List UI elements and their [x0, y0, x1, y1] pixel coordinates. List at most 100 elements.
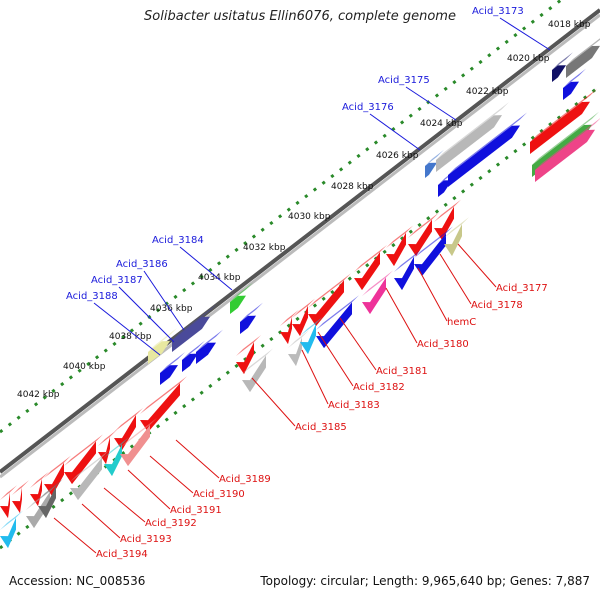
gene-reverse: [242, 355, 266, 393]
accession-text: Accession: NC_008536: [9, 574, 146, 588]
reverse-gene-label: Acid_3185: [295, 422, 347, 433]
gene-forward-3188-top: [148, 328, 177, 352]
gene-reverse-3190-top: [114, 408, 143, 432]
kbp-tick-label: 4020 kbp: [507, 54, 550, 64]
label-leader-line: [93, 302, 161, 356]
gene-reverse-3190: [114, 415, 136, 451]
gene-reverse-3180: [354, 251, 380, 291]
gene-reverse-3191: [98, 436, 110, 465]
gene-forward-top: [160, 352, 185, 373]
label-leader-line: [81, 503, 121, 539]
gene-reverse-top: [414, 226, 453, 258]
kbp-tick-label: 4032 kbp: [243, 243, 286, 253]
gene-forward-3184-top: [230, 282, 253, 302]
gene-reverse-3183: [280, 316, 292, 345]
gene-reverse-3185-top: [236, 335, 261, 356]
label-leader-line: [143, 270, 185, 331]
reverse-gene-label: Acid_3177: [496, 283, 548, 294]
kbp-tick-label: 4026 kbp: [376, 151, 419, 161]
backbone-shadow-line: [0, 13, 600, 479]
kbp-tick-label: 4024 kbp: [420, 119, 463, 129]
gene-reverse-3182-top: [292, 298, 315, 318]
gene-reverse: [414, 233, 446, 277]
kbp-tick-label: 4042 kbp: [17, 390, 60, 400]
label-leader-line: [499, 17, 551, 51]
kbp-tick-label: 4030 kbp: [288, 212, 331, 222]
gene-reverse-3178: [408, 219, 432, 257]
gene-forward-top: [566, 38, 600, 66]
gene-forward-3184b: [240, 315, 256, 334]
label-leader-line: [417, 267, 448, 322]
gene-forward: [535, 129, 595, 182]
kbp-tick-label: 4040 kbp: [63, 362, 106, 372]
gene-reverse-3192-top: [64, 434, 103, 466]
label-leader-line: [385, 287, 418, 344]
label-leader-line: [339, 317, 377, 371]
gene-forward-top: [448, 112, 527, 175]
gene-reverse-3185: [236, 342, 254, 375]
reverse-gene-label: Acid_3178: [471, 300, 523, 311]
gene-reverse-top: [362, 270, 393, 296]
gene-forward: [563, 81, 579, 100]
reverse-gene-label: hemC: [447, 317, 476, 328]
kbp-tick-label: 4022 kbp: [466, 87, 509, 97]
gene-reverse-3181-top: [308, 273, 351, 308]
label-leader-line: [53, 517, 97, 554]
forward-gene-label: Acid_3173: [472, 6, 524, 17]
gene-forward: [182, 353, 198, 372]
gene-reverse-top: [316, 295, 359, 330]
genome-stats-text: Topology: circular; Length: 9,965,640 bp…: [260, 574, 590, 588]
gene-reverse-hemC: [386, 232, 406, 267]
gene-reverse-3194: [0, 492, 10, 519]
label-leader-line: [317, 331, 354, 387]
gene-reverse-3194-top: [0, 485, 17, 500]
gene-forward-3173: [552, 65, 566, 82]
gene-reverse: [316, 302, 352, 349]
gene-reverse-hemC-top: [386, 225, 413, 248]
gene-reverse: [300, 323, 316, 355]
kbp-tick-label: 4028 kbp: [331, 182, 374, 192]
gene-reverse-top: [0, 510, 23, 530]
gene-reverse: [444, 224, 462, 257]
gene-reverse-top: [444, 217, 469, 238]
label-leader-line: [149, 455, 194, 494]
gene-reverse-top: [300, 316, 323, 336]
gene-reverse-3193: [44, 462, 64, 497]
kbp-tick-label: 4034 kbp: [198, 273, 241, 283]
gene-forward-3175: [436, 115, 502, 172]
label-leader-line: [103, 487, 146, 523]
gene-reverse-top: [394, 249, 421, 272]
gene-reverse: [70, 457, 102, 501]
gene-reverse-3177-top: [434, 199, 461, 222]
gene-reverse: [288, 337, 302, 367]
kbp-tick-label: 4038 kbp: [109, 332, 152, 342]
reverse-gene-label: Acid_3190: [193, 489, 245, 500]
gene-reverse-3177: [434, 206, 454, 241]
map-title: Solibacter usitatus Ellin6076, complete …: [144, 9, 456, 24]
gene-reverse-top: [70, 450, 109, 482]
label-leader-line: [179, 246, 233, 291]
gene-forward: [566, 45, 600, 78]
gene-reverse: [120, 424, 150, 467]
kbp-tick-label: 4036 kbp: [150, 304, 193, 314]
gene-reverse: [26, 491, 50, 529]
gene-forward-3176: [425, 162, 437, 178]
forward-gene-label: Acid_3175: [378, 75, 430, 86]
gene-reverse-3189-top: [140, 376, 187, 414]
label-leader-line: [439, 253, 472, 305]
label-leader-line: [118, 286, 175, 343]
gene-forward-top: [182, 340, 205, 360]
gene-forward-3187-top: [172, 303, 217, 340]
reverse-gene-label: Acid_3180: [417, 339, 469, 350]
label-leader-line: [175, 439, 220, 479]
gene-forward-3184b-top: [240, 302, 263, 322]
kbp-tick-label: 4018 kbp: [548, 20, 591, 30]
label-leader-line: [127, 469, 171, 510]
forward-gene-label: Acid_3176: [342, 102, 394, 113]
label-leader-line: [301, 349, 329, 405]
reverse-gene-label: Acid_3183: [328, 400, 380, 411]
reverse-gene-label: Acid_3192: [145, 518, 197, 529]
gene-forward: [530, 101, 590, 154]
forward-gene-label: Acid_3188: [66, 291, 118, 302]
gene-forward: [196, 342, 216, 364]
